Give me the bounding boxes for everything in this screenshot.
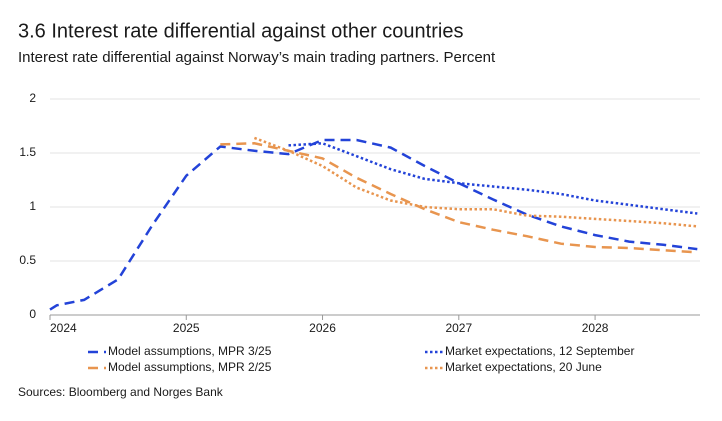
x-tick-label: 2027: [445, 321, 472, 335]
y-tick-label: 0.5: [19, 253, 36, 267]
y-tick-label: 0: [29, 307, 36, 321]
series-line: [220, 142, 698, 254]
x-tick-label: 2025: [173, 321, 200, 335]
legend-label: Market expectations, 12 September: [445, 344, 634, 358]
series-line: [253, 136, 698, 228]
series-line: [288, 142, 698, 215]
x-tick-label: 2026: [309, 321, 336, 335]
y-tick-label: 2: [29, 91, 36, 105]
legend-label: Model assumptions, MPR 3/25: [108, 344, 272, 358]
chart-title: 3.6 Interest rate differential against o…: [18, 20, 463, 42]
legend-label: Model assumptions, MPR 2/25: [108, 360, 272, 374]
x-tick-label: 2024: [50, 321, 77, 335]
legend-label: Market expectations, 20 June: [445, 360, 602, 374]
x-tick-label: 2028: [582, 321, 609, 335]
y-tick-label: 1.5: [19, 145, 36, 159]
chart-subtitle: Interest rate differential against Norwa…: [18, 49, 496, 66]
source-note: Sources: Bloomberg and Norges Bank: [18, 385, 224, 399]
y-tick-label: 1: [29, 199, 36, 213]
series-line: [49, 138, 698, 311]
